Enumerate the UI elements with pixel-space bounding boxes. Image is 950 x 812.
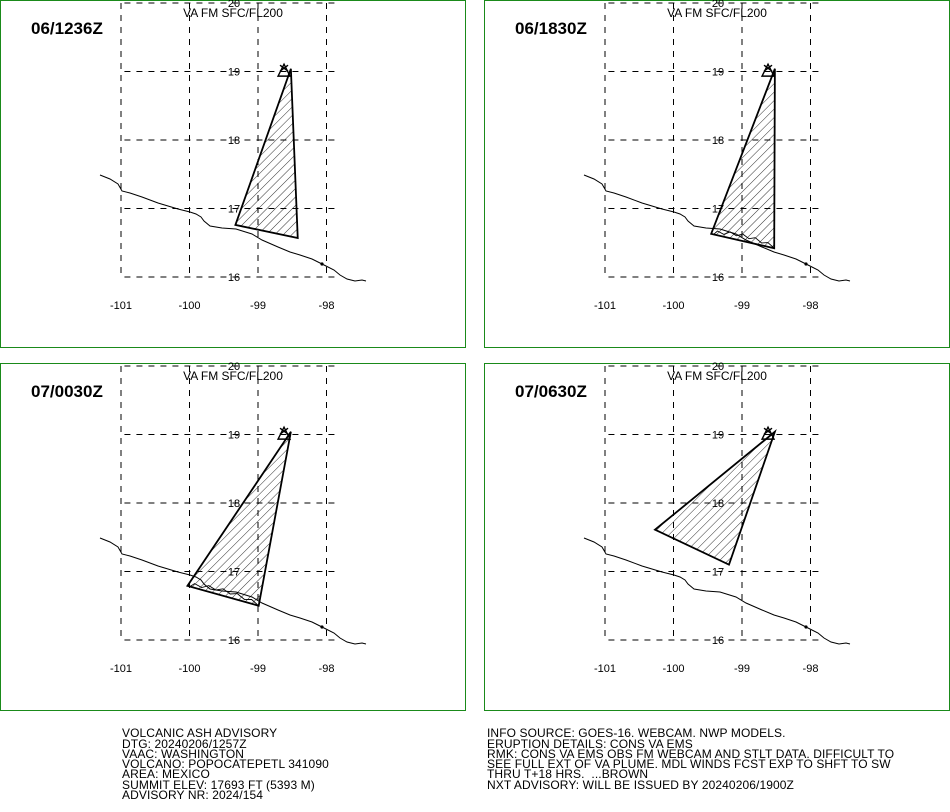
lon-tick-label: -100 xyxy=(178,300,200,312)
lon-tick-label: -101 xyxy=(594,300,616,312)
advisory-line: SUMMIT ELEV: 17693 FT (5393 M) xyxy=(122,777,315,792)
lon-tick-label: -100 xyxy=(662,663,684,675)
advisory-header-left: VOLCANIC ASH ADVISORY DTG: 20240206/1257Z… xyxy=(122,718,329,803)
lon-tick-label: -100 xyxy=(178,663,200,675)
advisory-line: ADVISORY NR: 2024/154 xyxy=(122,788,264,803)
map-panel-4: VA FM SFC/FL200 07/0630Z 2019181716-101-… xyxy=(484,361,950,711)
advisory-line: SEE FULL EXT OF VA PLUME. MDL WINDS FCST… xyxy=(487,757,891,772)
lon-tick-label: -98 xyxy=(319,300,335,312)
panel-valid-time: 06/1236Z xyxy=(31,19,103,38)
lat-tick-label: 16 xyxy=(712,272,724,284)
map-panel-3: VA FM SFC/FL200 07/0030Z 2019181716-101-… xyxy=(0,361,466,711)
lon-tick-label: -100 xyxy=(662,300,684,312)
triangle-volcano-icon xyxy=(760,62,776,77)
triangle-volcano-icon xyxy=(276,62,292,77)
ash-plume-polygon xyxy=(186,431,292,607)
coast-island xyxy=(804,262,808,266)
advisory-line: VOLCANIC ASH ADVISORY xyxy=(122,726,278,741)
lat-tick-label: 19 xyxy=(228,67,240,79)
ash-plume-polygon xyxy=(709,68,776,250)
advisory-line: AREA: MEXICO xyxy=(122,767,210,782)
advisory-line: NXT ADVISORY: WILL BE ISSUED BY 20240206… xyxy=(487,777,794,792)
lat-tick-label: 17 xyxy=(228,204,240,216)
lat-tick-label: 19 xyxy=(228,430,240,442)
lat-tick-label: 20 xyxy=(712,0,724,10)
advisory-line: INFO SOURCE: GOES-16. WEBCAM. NWP MODELS… xyxy=(487,726,786,741)
coastline-in-plume xyxy=(189,583,259,607)
lat-tick-label: 20 xyxy=(228,361,240,373)
lat-tick-label: 18 xyxy=(712,135,724,147)
lat-tick-label: 17 xyxy=(712,567,724,579)
advisory-line: THRU T+18 HRS. ...BROWN xyxy=(487,767,649,782)
coast-island xyxy=(320,262,324,266)
advisory-line: ERUPTION DETAILS: CONS VA EMS xyxy=(487,736,693,751)
advisory-details-right: INFO SOURCE: GOES-16. WEBCAM. NWP MODELS… xyxy=(487,718,895,792)
lon-tick-label: -101 xyxy=(110,300,132,312)
lat-tick-label: 19 xyxy=(712,430,724,442)
lat-tick-label: 19 xyxy=(712,67,724,79)
panel-valid-time: 07/0630Z xyxy=(515,382,587,401)
lon-tick-label: -99 xyxy=(250,300,266,312)
advisory-line: DTG: 20240206/1257Z xyxy=(122,736,247,751)
lon-tick-label: -99 xyxy=(734,663,750,675)
advisory-line: RMK: CONS VA EMS OBS FM WEBCAM AND STLT … xyxy=(487,746,895,761)
map-panel-1: VA FM SFC/FL200 06/1236Z 20 19 18 17 16 -101-… xyxy=(0,0,466,348)
coast-island xyxy=(804,625,808,629)
lat-tick-label: 20 xyxy=(712,361,724,373)
lat-tick-label: 18 xyxy=(228,135,240,147)
ash-plume-polygon xyxy=(653,429,777,566)
lon-tick-label: -98 xyxy=(803,663,819,675)
lat-tick-label: 20 xyxy=(228,0,240,10)
lat-tick-label: 16 xyxy=(228,635,240,647)
graticule xyxy=(604,2,825,278)
triangle-volcano-icon xyxy=(276,425,292,440)
lat-tick-label: 18 xyxy=(228,498,240,510)
map-canvas: 20 19 18 17 16 -101 -100 -99 -98 xyxy=(99,0,367,312)
map-panel-2: VA FM SFC/FL200 06/1830Z 20 19 18 17 16 -101-… xyxy=(484,0,950,348)
coastline xyxy=(99,174,367,282)
coast-island xyxy=(320,625,324,629)
lon-tick-label: -98 xyxy=(803,300,819,312)
lat-tick-label: 16 xyxy=(228,272,240,284)
lat-tick-label: 16 xyxy=(712,635,724,647)
advisory-line: VOLCANO: POPOCATEPETL 341090 xyxy=(122,757,329,772)
coastline-in-plume xyxy=(712,230,775,249)
panel-valid-time: 07/0030Z xyxy=(31,382,103,401)
lon-tick-label: -98 xyxy=(319,663,335,675)
lon-tick-label: -101 xyxy=(110,663,132,675)
advisory-line: VAAC: WASHINGTON xyxy=(122,746,245,761)
coastline xyxy=(583,537,851,645)
graticule xyxy=(120,2,341,278)
triangle-volcano-icon xyxy=(760,425,776,440)
lon-tick-label: -99 xyxy=(734,300,750,312)
lon-tick-label: -99 xyxy=(250,663,266,675)
panel-valid-time: 06/1830Z xyxy=(515,19,587,38)
lon-tick-label: -101 xyxy=(594,663,616,675)
ash-plume-polygon xyxy=(234,68,299,240)
